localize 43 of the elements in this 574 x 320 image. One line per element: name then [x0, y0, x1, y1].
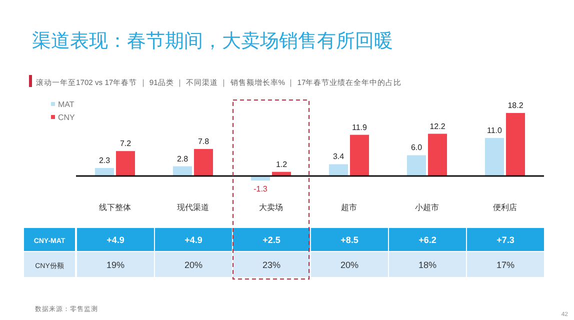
bar	[173, 166, 192, 176]
data-label: 2.8	[176, 154, 189, 164]
data-label: 7.8	[198, 137, 210, 146]
bar	[329, 164, 348, 176]
text: 19%	[106, 260, 125, 270]
legend-label: MAT	[58, 100, 74, 109]
text: +4.9	[184, 235, 202, 245]
data-label: 1.2	[276, 160, 288, 169]
bar	[194, 149, 213, 176]
bar	[95, 168, 114, 176]
data-label: 11.0	[487, 126, 503, 135]
bar	[428, 134, 447, 176]
bar	[116, 151, 135, 176]
data-label: 11.9	[352, 122, 368, 132]
bar	[506, 113, 525, 176]
text: 17%	[496, 260, 515, 270]
bar	[350, 134, 369, 176]
x-tick-label: 超市	[341, 203, 357, 212]
text: 18%	[418, 260, 437, 270]
data-label: 7.2	[120, 139, 132, 148]
text: +7.3	[496, 235, 514, 245]
data-label: -1.3	[254, 184, 268, 194]
text: +8.5	[340, 235, 358, 245]
text: +4.9	[106, 235, 124, 245]
x-tick-label: 便利店	[493, 203, 517, 212]
bar	[407, 155, 426, 176]
data-label: 3.4	[332, 152, 345, 162]
text: +2.5	[262, 235, 280, 245]
text: 20%	[340, 260, 359, 270]
chart-title: 渠道表现：春节期间，大卖场销售有所回暖	[32, 31, 393, 52]
legend-label: CNY	[58, 113, 76, 122]
bar	[485, 138, 504, 176]
x-tick-label: 大卖场	[259, 203, 283, 212]
x-tick-label: 现代渠道	[177, 203, 209, 212]
text: 20%	[184, 260, 203, 270]
x-tick-label: 线下整体	[99, 203, 131, 212]
data-label: 18.2	[508, 101, 524, 110]
data-label: 12.2	[430, 122, 446, 131]
x-tick-label: 小超市	[415, 203, 439, 212]
text: 23%	[262, 260, 281, 270]
text: +6.2	[418, 235, 436, 245]
data-label: 6.0	[410, 143, 423, 152]
data-label: 2.3	[98, 156, 111, 166]
